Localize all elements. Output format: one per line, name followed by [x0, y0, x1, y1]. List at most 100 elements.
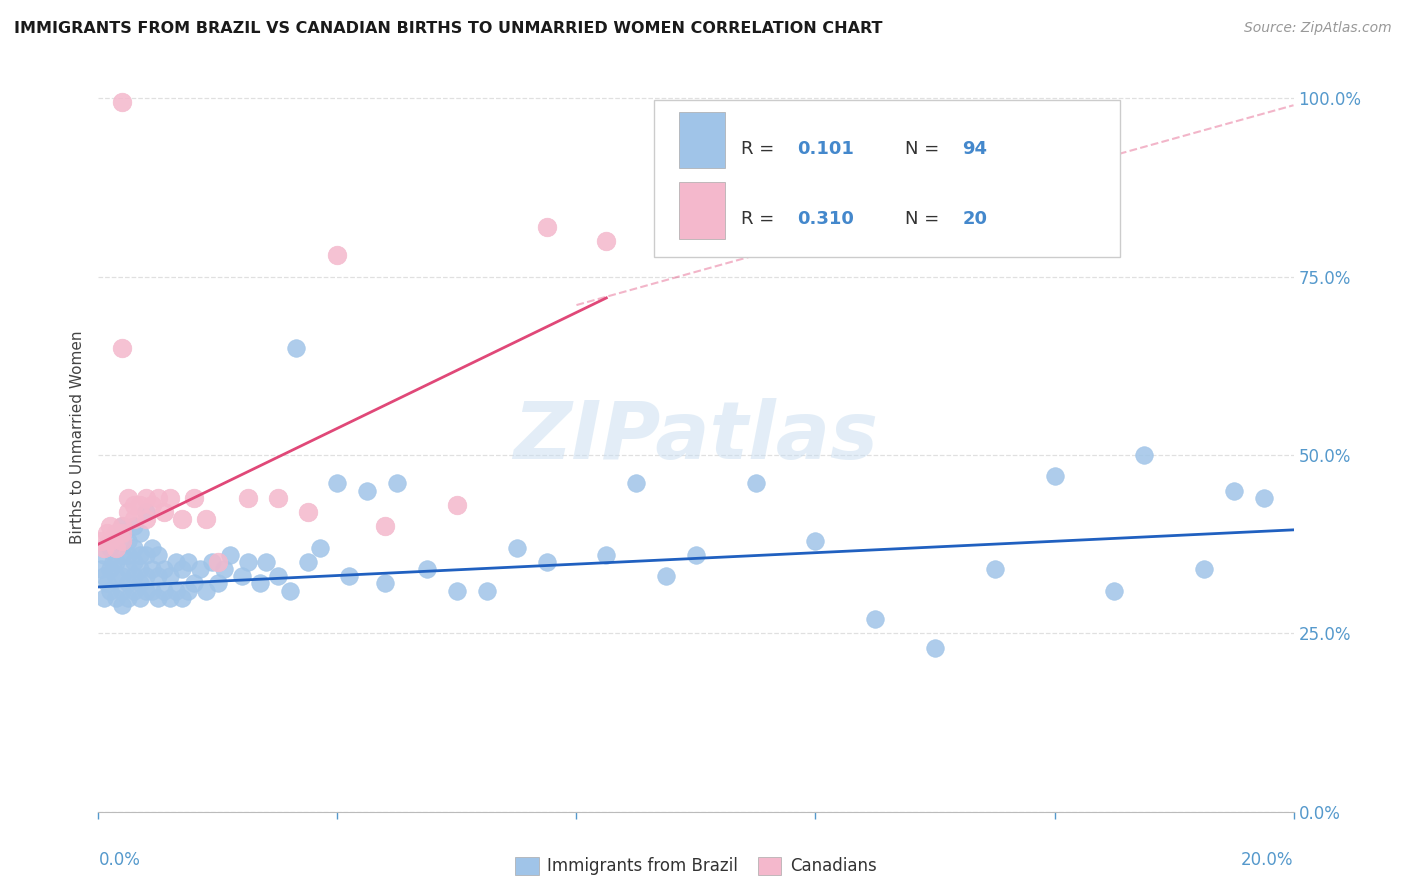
- Point: [177, 555, 200, 569]
- Point: [1104, 583, 1126, 598]
- Text: R =: R =: [741, 140, 780, 158]
- Point: [105, 591, 128, 605]
- Point: [278, 583, 301, 598]
- Point: [135, 583, 157, 598]
- Point: [105, 541, 128, 555]
- Point: [374, 576, 396, 591]
- Point: [153, 562, 176, 576]
- Point: [141, 541, 163, 555]
- Point: [183, 491, 205, 505]
- Point: [141, 583, 163, 598]
- Point: [984, 562, 1007, 576]
- Point: [124, 569, 146, 583]
- Point: [93, 569, 115, 583]
- Point: [129, 562, 152, 576]
- Point: [98, 533, 122, 548]
- Point: [105, 533, 128, 548]
- Point: [117, 562, 139, 576]
- Point: [475, 583, 498, 598]
- Point: [267, 569, 290, 583]
- Text: 20.0%: 20.0%: [1241, 851, 1294, 869]
- Point: [117, 505, 139, 519]
- Point: [595, 234, 617, 248]
- Point: [117, 591, 139, 605]
- Point: [236, 491, 259, 505]
- Point: [1192, 562, 1215, 576]
- Point: [141, 562, 163, 576]
- Text: R =: R =: [741, 210, 780, 228]
- Point: [536, 555, 558, 569]
- Point: [172, 512, 194, 526]
- Point: [96, 576, 118, 591]
- Point: [90, 562, 112, 576]
- Point: [195, 583, 218, 598]
- Point: [201, 555, 224, 569]
- Point: [105, 569, 128, 583]
- Point: [595, 548, 617, 562]
- Point: [148, 569, 170, 583]
- Point: [124, 541, 146, 555]
- Point: [1223, 483, 1246, 498]
- Point: [98, 562, 122, 576]
- FancyBboxPatch shape: [679, 182, 724, 238]
- Point: [356, 483, 378, 498]
- Point: [165, 555, 187, 569]
- Point: [326, 476, 349, 491]
- Point: [105, 555, 128, 569]
- Point: [135, 491, 157, 505]
- Point: [297, 555, 319, 569]
- Point: [111, 569, 134, 583]
- Point: [685, 548, 707, 562]
- Point: [153, 583, 176, 598]
- Point: [135, 548, 157, 562]
- FancyBboxPatch shape: [679, 112, 724, 168]
- Point: [111, 519, 134, 533]
- Text: N =: N =: [905, 210, 945, 228]
- Point: [1253, 491, 1275, 505]
- Text: 20: 20: [963, 210, 987, 228]
- Point: [1133, 448, 1156, 462]
- Point: [105, 526, 128, 541]
- Text: IMMIGRANTS FROM BRAZIL VS CANADIAN BIRTHS TO UNMARRIED WOMEN CORRELATION CHART: IMMIGRANTS FROM BRAZIL VS CANADIAN BIRTH…: [14, 21, 883, 37]
- Point: [148, 491, 170, 505]
- Point: [446, 498, 468, 512]
- Point: [308, 541, 330, 555]
- Point: [135, 505, 157, 519]
- Point: [804, 533, 827, 548]
- Point: [117, 548, 139, 562]
- Point: [236, 555, 259, 569]
- Point: [254, 555, 277, 569]
- Point: [103, 555, 125, 569]
- Point: [655, 569, 678, 583]
- Point: [374, 519, 396, 533]
- Point: [506, 541, 529, 555]
- Point: [231, 569, 253, 583]
- Point: [207, 576, 229, 591]
- Point: [111, 583, 134, 598]
- Point: [924, 640, 946, 655]
- Point: [159, 591, 181, 605]
- Point: [111, 519, 134, 533]
- Point: [865, 612, 887, 626]
- Point: [1043, 469, 1066, 483]
- Point: [141, 498, 163, 512]
- Point: [183, 576, 205, 591]
- Point: [165, 583, 187, 598]
- Point: [111, 548, 134, 562]
- Point: [98, 583, 122, 598]
- Point: [177, 583, 200, 598]
- Point: [284, 341, 307, 355]
- FancyBboxPatch shape: [654, 100, 1121, 257]
- Point: [207, 555, 229, 569]
- Point: [129, 591, 152, 605]
- Point: [111, 95, 134, 109]
- Point: [93, 591, 115, 605]
- Point: [117, 491, 139, 505]
- Point: [148, 548, 170, 562]
- Point: [212, 562, 235, 576]
- Point: [96, 526, 118, 541]
- Point: [416, 562, 439, 576]
- Point: [124, 583, 146, 598]
- Point: [326, 248, 349, 262]
- Text: 0.310: 0.310: [797, 210, 855, 228]
